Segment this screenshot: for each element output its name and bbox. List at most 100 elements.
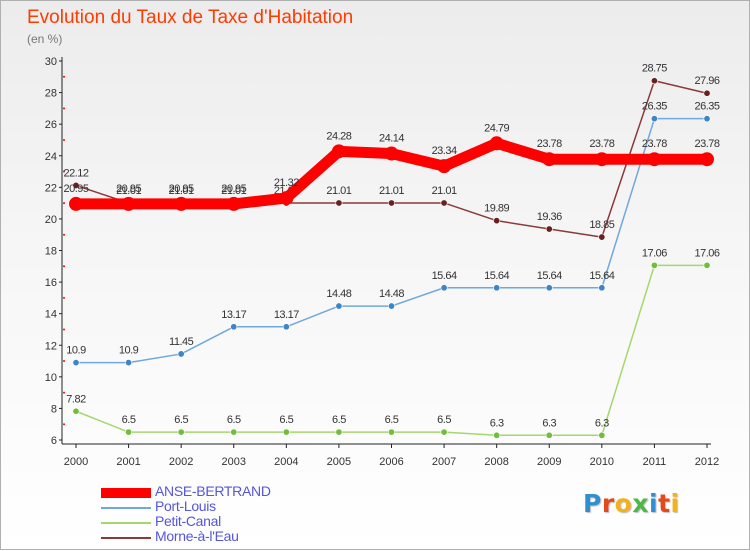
legend-label: Morne-à-l'Eau (155, 528, 239, 544)
y-tick-label: 8 (51, 403, 57, 415)
data-label: 21.01 (379, 185, 404, 197)
y-minor-tick (63, 202, 65, 205)
legend-swatch (101, 522, 151, 524)
data-label: 10.9 (66, 345, 86, 357)
y-tick-label: 24 (45, 151, 57, 163)
y-minor-tick (63, 107, 65, 110)
data-point (282, 323, 290, 331)
x-tick-label: 2011 (643, 456, 667, 468)
data-label: 19.89 (484, 203, 509, 215)
y-tick-label: 26 (45, 119, 57, 131)
data-label: 28.75 (642, 63, 667, 75)
data-label: 23.34 (432, 145, 457, 157)
data-label: 14.48 (379, 288, 404, 300)
logo-letter: i (649, 489, 659, 518)
data-label: 23.78 (694, 138, 719, 150)
data-label: 26.35 (642, 101, 667, 113)
data-label: 22.12 (63, 167, 88, 179)
data-label: 21.01 (432, 185, 457, 197)
data-point (703, 261, 711, 269)
data-point (279, 191, 294, 206)
y-tick-label: 20 (45, 214, 57, 226)
y-tick-label: 22 (45, 182, 57, 194)
data-point (493, 217, 501, 225)
data-label: 7.82 (66, 393, 86, 405)
data-point (598, 233, 606, 241)
data-label: 20.95 (221, 183, 246, 195)
data-point (384, 146, 399, 161)
x-tick-label: 2004 (274, 456, 298, 468)
data-label: 6.5 (437, 414, 451, 426)
data-label: 10.9 (119, 345, 139, 357)
data-point (335, 199, 343, 207)
data-label: 21.01 (116, 185, 141, 197)
y-minor-tick (63, 170, 65, 173)
logo-letter: r (601, 489, 615, 518)
data-label: 6.5 (174, 414, 188, 426)
x-tick-label: 2006 (379, 456, 403, 468)
data-label: 15.64 (589, 270, 614, 282)
data-point (125, 359, 133, 367)
data-label: 6.5 (279, 414, 293, 426)
data-point (542, 152, 557, 167)
x-tick-label: 2005 (327, 456, 351, 468)
data-point (387, 302, 395, 310)
legend-swatch (101, 507, 151, 509)
data-label: 24.14 (379, 133, 404, 145)
logo-letter: x (632, 489, 649, 518)
data-label: 19.36 (537, 211, 562, 223)
data-label: 20.95 (169, 183, 194, 195)
data-label: 6.3 (490, 417, 504, 429)
data-point (72, 359, 80, 367)
legend-label: Petit-Canal (155, 513, 221, 529)
data-label: 6.5 (332, 414, 346, 426)
data-point (177, 428, 185, 436)
data-label: 15.64 (484, 270, 509, 282)
data-label: 24.28 (326, 130, 351, 142)
x-tick-label: 2000 (64, 456, 88, 468)
data-label: 27.96 (694, 75, 719, 87)
data-label: 17.06 (642, 247, 667, 259)
y-tick-label: 14 (45, 309, 57, 321)
data-label: 18.85 (589, 219, 614, 231)
x-tick-label: 2007 (432, 456, 456, 468)
data-label: 21.32 (274, 177, 299, 189)
data-label: 23.78 (537, 138, 562, 150)
data-label: 6.5 (122, 414, 136, 426)
legend-swatch (101, 488, 151, 498)
data-point (703, 89, 711, 97)
data-point (650, 115, 658, 123)
y-minor-tick (63, 75, 65, 78)
data-point (177, 350, 185, 358)
data-label: 17.06 (694, 247, 719, 259)
data-point (493, 284, 501, 292)
x-tick-label: 2001 (116, 456, 140, 468)
data-point (331, 144, 346, 159)
data-point (335, 302, 343, 310)
data-point (440, 199, 448, 207)
data-point (545, 431, 553, 439)
data-point (440, 284, 448, 292)
y-minor-tick (63, 360, 65, 363)
legend-label: ANSE-BERTRAND (155, 483, 271, 499)
y-minor-tick (63, 328, 65, 331)
data-point (230, 323, 238, 331)
x-tick-label: 2003 (222, 456, 246, 468)
logo-letter: t (658, 489, 671, 518)
data-point (335, 428, 343, 436)
data-point (440, 428, 448, 436)
data-point (594, 152, 609, 167)
data-point (493, 431, 501, 439)
data-label: 15.64 (537, 270, 562, 282)
chart-subtitle: (en %) (27, 32, 63, 46)
y-tick-label: 28 (45, 88, 57, 100)
data-point (598, 284, 606, 292)
x-tick-label: 2010 (590, 456, 614, 468)
data-point (125, 428, 133, 436)
y-tick-label: 18 (45, 246, 57, 258)
data-label: 6.5 (227, 414, 241, 426)
data-label: 26.35 (694, 101, 719, 113)
y-minor-tick (63, 423, 65, 426)
legend-swatch (101, 537, 151, 539)
